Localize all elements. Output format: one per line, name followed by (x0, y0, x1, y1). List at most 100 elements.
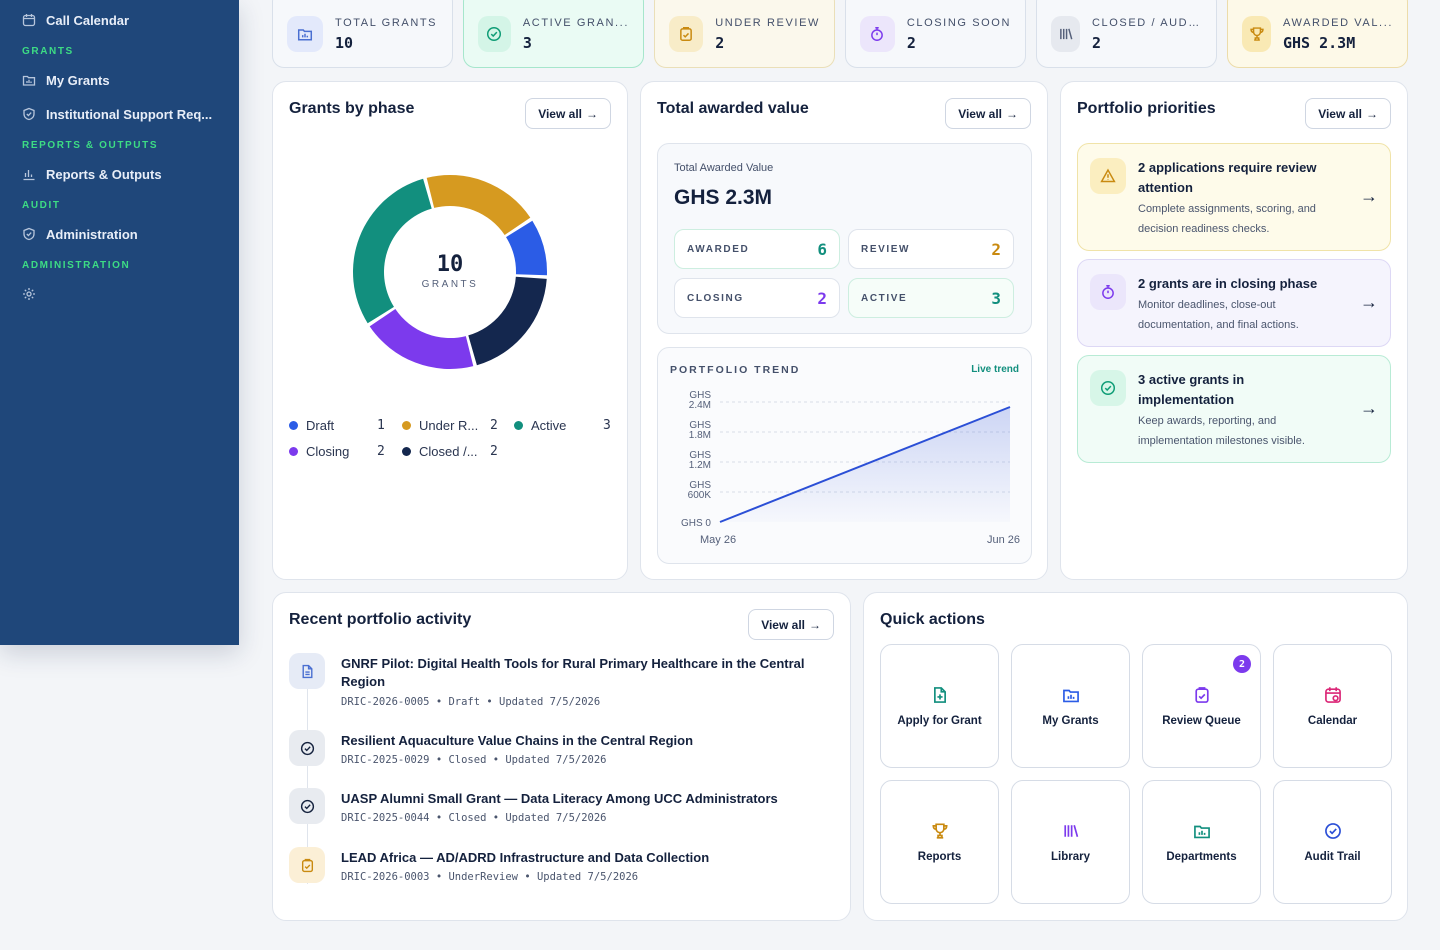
activity-item[interactable]: GNRF Pilot: Digital Health Tools for Rur… (289, 653, 829, 713)
portfolio-priorities-card: Portfolio priorities View all → 2 applica… (1060, 81, 1408, 580)
card-title: Total awarded value (657, 100, 809, 117)
quick-action-label: Review Queue (1162, 715, 1241, 727)
priority-desc: Monitor deadlines, close-out documentati… (1138, 299, 1299, 331)
legend-label: Draft (306, 418, 335, 433)
sidebar-item-administration[interactable] (22, 284, 46, 304)
activity-meta: DRIC-2025-0029 • Closed • Updated 7/5/20… (341, 754, 607, 766)
stat-card-closed-audited[interactable]: CLOSED / AUD... 2 (1036, 0, 1217, 68)
trophy-icon (930, 821, 950, 841)
sidebar-item-call-calendar[interactable]: Call Calendar (22, 10, 129, 30)
view-all-button[interactable]: View all → (748, 609, 834, 640)
donut-slice-active (353, 178, 432, 324)
recent-activity-card: Recent portfolio activity View all → GNRF… (272, 592, 851, 921)
view-all-label: View all (1318, 106, 1362, 121)
activity-item[interactable]: LEAD Africa — AD/ADRD Infrastructure and… (289, 847, 829, 887)
sidebar-item-institutional-support[interactable]: Institutional Support Req... (22, 104, 212, 124)
pill-label: REVIEW (861, 243, 911, 255)
pill-value: 3 (991, 288, 1001, 308)
portfolio-trend-box: PORTFOLIO TREND Live trend GHS 2.4M GHS 1.8… (657, 347, 1032, 564)
library-icon (1061, 821, 1081, 841)
view-all-button[interactable]: View all → (945, 98, 1031, 129)
priority-active-grants[interactable]: 3 active grants in implementation Keep a… (1077, 355, 1391, 463)
clipboard-check-icon (289, 847, 325, 883)
file-plus-icon (930, 685, 950, 705)
quick-action-library[interactable]: Library (1011, 780, 1130, 904)
sidebar-section-administration: ADMINISTRATION (22, 260, 131, 271)
priority-closing-phase[interactable]: 2 grants are in closing phase Monitor de… (1077, 259, 1391, 347)
stat-value: 2 (1092, 33, 1102, 52)
calendar-icon (1323, 685, 1343, 705)
quick-action-calendar[interactable]: Calendar (1273, 644, 1392, 768)
awarded-summary-label: Total Awarded Value (674, 162, 774, 174)
pill-review: REVIEW 2 (848, 229, 1014, 269)
donut-slice-draft (506, 220, 547, 276)
quick-action-label: Apply for Grant (897, 715, 982, 727)
sidebar-section-grants: GRANTS (22, 46, 74, 57)
grants-by-phase-card: Grants by phase View all → 10 GRANTS Draf… (272, 81, 628, 580)
stat-card-under-review[interactable]: UNDER REVIEW 2 (654, 0, 835, 68)
card-title: Recent portfolio activity (289, 611, 472, 628)
legend-label: Active (531, 418, 567, 433)
sidebar-item-audit[interactable]: Administration (22, 224, 138, 244)
sidebar-item-my-grants[interactable]: My Grants (22, 70, 110, 90)
legend-label: Closed /... (419, 444, 478, 459)
sidebar-item-reports-outputs[interactable]: Reports & Outputs (22, 164, 162, 184)
stat-card-awarded-value[interactable]: AWARDED VAL... GHS 2.3M (1227, 0, 1408, 68)
y-tick-label: GHS (689, 420, 711, 431)
donut-center-value: 10 (436, 252, 464, 277)
y-tick-label: 2.4M (689, 400, 711, 411)
sidebar: Call Calendar GRANTS My Grants Instituti… (0, 0, 239, 645)
arrow-right-icon: → (1006, 106, 1018, 121)
quick-action-apply-for-grant[interactable]: Apply for Grant (880, 644, 999, 768)
arrow-right-icon: → (1360, 186, 1378, 206)
stat-label: CLOSING SOON (906, 16, 1011, 29)
check-circle-icon (1323, 821, 1343, 841)
x-tick-label: Jun 26 (987, 534, 1020, 546)
folder-chart-icon (1061, 685, 1081, 705)
legend-label: Under R... (419, 418, 479, 433)
y-tick-label: 1.8M (689, 430, 711, 441)
view-all-button[interactable]: View all → (525, 98, 611, 129)
priority-review-attention[interactable]: 2 applications require review attention … (1077, 143, 1391, 251)
quick-action-review-queue[interactable]: 2 Review Queue (1142, 644, 1261, 768)
x-tick-label: May 26 (700, 534, 736, 546)
legend-value: 1 (377, 418, 385, 433)
check-circle-icon (1090, 370, 1126, 406)
activity-item[interactable]: UASP Alumni Small Grant — Data Literacy … (289, 788, 829, 828)
pill-closing: CLOSING 2 (674, 278, 840, 318)
quick-action-reports[interactable]: Reports (880, 780, 999, 904)
sidebar-item-label: Institutional Support Req... (46, 106, 213, 122)
sidebar-section-audit: AUDIT (22, 200, 61, 211)
y-tick-label: GHS (689, 450, 711, 461)
stat-label: AWARDED VAL... (1283, 16, 1393, 29)
stat-card-closing-soon[interactable]: CLOSING SOON 2 (845, 0, 1026, 68)
trend-title: PORTFOLIO TREND (670, 364, 801, 376)
stopwatch-icon (860, 16, 895, 52)
y-tick-label: 1.2M (689, 460, 711, 471)
sidebar-item-label: Administration (46, 226, 138, 242)
arrow-right-icon: → (1360, 398, 1378, 418)
stat-label: TOTAL GRANTS (335, 16, 438, 29)
stat-value: 2 (906, 33, 916, 52)
stat-card-active-grants[interactable]: ACTIVE GRAN... 3 (463, 0, 644, 68)
pill-awarded: AWARDED 6 (674, 229, 840, 269)
notification-badge: 2 (1233, 655, 1251, 673)
card-title: Portfolio priorities (1077, 100, 1216, 117)
bar-chart-icon (22, 167, 36, 181)
trophy-icon (1242, 16, 1271, 52)
check-circle-icon (289, 730, 325, 766)
quick-action-label: Library (1051, 851, 1090, 863)
trend-badge: Live trend (971, 364, 1019, 375)
y-tick-label: GHS (689, 390, 711, 401)
view-all-button[interactable]: View all → (1305, 98, 1391, 129)
quick-action-my-grants[interactable]: My Grants (1011, 644, 1130, 768)
quick-action-label: Audit Trail (1304, 851, 1361, 863)
activity-item[interactable]: Resilient Aquaculture Value Chains in th… (289, 730, 829, 770)
priority-title: 2 applications require review attention (1138, 160, 1317, 195)
sidebar-item-label: Call Calendar (46, 12, 130, 28)
quick-action-departments[interactable]: Departments (1142, 780, 1261, 904)
quick-action-audit-trail[interactable]: Audit Trail (1273, 780, 1392, 904)
priority-title: 3 active grants in implementation (1138, 372, 1245, 407)
stat-card-total-grants[interactable]: TOTAL GRANTS 10 (272, 0, 453, 68)
trend-line (719, 406, 1011, 523)
